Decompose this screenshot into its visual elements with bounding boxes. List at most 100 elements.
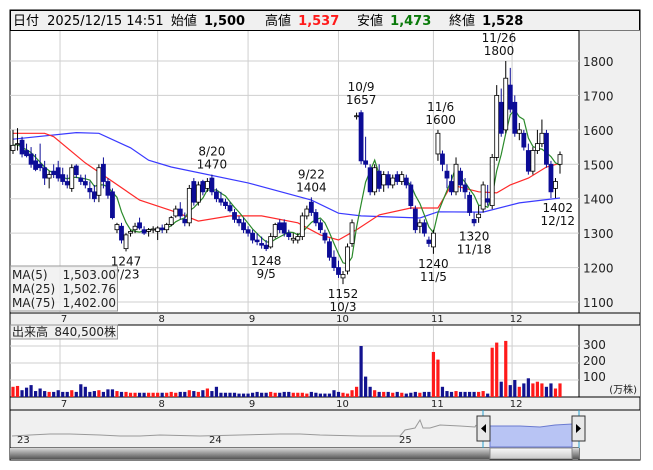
- volume-bar: [332, 390, 336, 397]
- annotation-date: 11/26: [482, 31, 517, 45]
- annotation-date: 9/5: [257, 267, 276, 281]
- volume-bar: [65, 391, 69, 397]
- volume-bar: [300, 392, 304, 397]
- volume-bar: [11, 386, 15, 397]
- right-axis-panel: [579, 30, 640, 460]
- volume-bar: [454, 391, 458, 397]
- candle-body: [367, 167, 373, 193]
- candle-body: [69, 167, 75, 189]
- month-strip-bottom: [9, 396, 641, 411]
- month-label: 9: [249, 399, 255, 410]
- candle-body: [37, 163, 43, 169]
- volume-bar: [278, 392, 282, 397]
- candle-body: [345, 246, 350, 272]
- header-line: 日付 2025/12/15 14:51 始値 1,500 高値 1,537 安値…: [13, 13, 523, 29]
- volume-bar: [237, 393, 241, 397]
- volume-bar: [273, 392, 277, 397]
- annotation-date: 9/22: [298, 167, 325, 181]
- volume-bar: [106, 389, 110, 397]
- volume-bar: [142, 392, 146, 397]
- ma5-label: MA(5): [12, 268, 48, 282]
- annotation-price: 1800: [484, 44, 515, 58]
- low-value: 1,473: [390, 14, 431, 29]
- scrollbar-track[interactable]: [10, 448, 579, 459]
- candle-body: [444, 170, 450, 179]
- candle-body: [78, 177, 84, 182]
- candle-body: [489, 157, 495, 207]
- volume-bar: [386, 391, 390, 397]
- volume-bar: [354, 386, 359, 397]
- annotation-date: 12/12: [540, 214, 575, 228]
- volume-bar: [147, 392, 151, 397]
- volume-value: 840,500株: [54, 324, 116, 339]
- candle-body: [544, 132, 549, 165]
- volume-bar: [445, 391, 449, 397]
- candle-body: [268, 236, 274, 248]
- navigator-line: [11, 418, 477, 437]
- candle-body: [435, 132, 441, 155]
- candle-body: [318, 222, 323, 231]
- volume-label: 出来高: [12, 324, 48, 339]
- month-strip-top: [9, 312, 641, 326]
- price-tick-label: 1700: [583, 89, 614, 103]
- scrollbar-thumb[interactable]: [489, 447, 573, 460]
- volume-bar: [20, 390, 24, 397]
- candle-body: [15, 143, 20, 146]
- volume-bar: [463, 391, 467, 397]
- candle-body: [421, 222, 427, 234]
- volume-tick-100: 100: [583, 370, 606, 384]
- volume-bar: [472, 391, 476, 397]
- candle-body: [245, 229, 251, 234]
- candle-body: [336, 267, 341, 275]
- candle-body: [408, 184, 414, 207]
- candle-body: [272, 224, 278, 237]
- navigator-left-handle[interactable]: [476, 415, 491, 442]
- volume-bar: [467, 391, 472, 397]
- volume-bar: [359, 346, 363, 397]
- volume-bar: [34, 391, 38, 397]
- navigator-selection[interactable]: [489, 423, 573, 448]
- candle-body: [141, 229, 147, 234]
- candle-body: [304, 208, 310, 217]
- volume-bar: [413, 391, 417, 397]
- volume-bar: [74, 391, 78, 397]
- candle-body: [322, 232, 328, 241]
- navigator-right-handle[interactable]: [571, 415, 586, 442]
- candle-body: [254, 239, 260, 243]
- volume-bar: [427, 391, 431, 397]
- annotation-price: 1600: [425, 113, 456, 127]
- volume-bar: [526, 378, 530, 397]
- candle-body: [480, 184, 486, 210]
- candle-body: [471, 218, 477, 224]
- candle-body: [539, 132, 545, 145]
- volume-bar: [522, 383, 526, 397]
- volume-bar: [314, 392, 318, 397]
- candle-body: [516, 129, 522, 134]
- month-axis: 7 7 8 8 9 9 10 10 11 11 12 12: [61, 314, 523, 410]
- candle-body: [349, 222, 355, 244]
- volume-bar: [309, 391, 313, 397]
- month-label: 10: [336, 399, 349, 410]
- month-label: 12: [510, 399, 523, 410]
- candle-body: [73, 165, 79, 176]
- candle-body: [290, 237, 296, 241]
- volume-bar: [178, 391, 182, 397]
- navigator-label-24: 24: [209, 435, 222, 446]
- ma25-label: MA(25): [12, 282, 55, 296]
- annotation-date: 11/18: [457, 242, 492, 256]
- annotation-date: 10/9: [348, 80, 375, 94]
- candle-body: [159, 227, 165, 231]
- date-label: 日付: [13, 14, 39, 29]
- volume-bar: [350, 390, 354, 397]
- candle-body: [295, 236, 301, 241]
- candle-body: [82, 181, 88, 186]
- volume-bar: [151, 392, 155, 397]
- volume-bar: [490, 347, 494, 397]
- volume-bar: [499, 381, 503, 397]
- price-axis: 1100 1200 1300 1400 1500 1600 1700 1800: [583, 55, 614, 310]
- volume-bar: [418, 392, 422, 397]
- volume-bar: [431, 351, 436, 397]
- volume-bar: [382, 391, 386, 397]
- volume-bar: [196, 391, 200, 397]
